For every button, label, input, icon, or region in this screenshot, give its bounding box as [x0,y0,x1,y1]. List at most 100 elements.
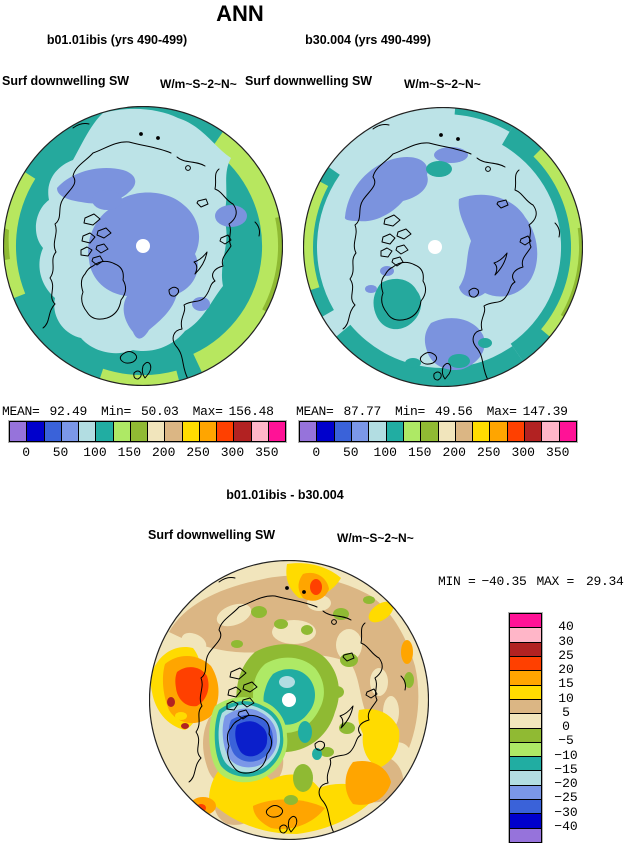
colorbar-tick-label: 150 [408,445,432,460]
colorbar-cell [78,422,96,441]
min-label: Min= [395,404,426,419]
colorbar-cell [112,422,130,441]
colorbar-diff [509,613,542,843]
min-label: Min= [101,404,132,419]
colorbar-diff-labels: 40 30 25 20 15 10 5 0 −5 −10 −15 −20 −25 −30 −40 [544,613,588,841]
colorbar-level-label: 5 [562,704,570,720]
colorbar-cell [129,422,147,441]
colorbar-tick-label: 50 [342,445,359,460]
colorbar-cell [510,698,541,714]
mean-value: 92.49 [49,404,88,419]
max-value: 147.39 [522,404,568,419]
colorbar-panel1 [9,421,286,442]
min-value: 49.56 [435,404,473,419]
colorbar-cell [472,422,490,441]
colorbar-cell [510,627,541,642]
colorbar-cell [181,422,199,441]
colorbar-level-label: −30 [554,804,578,820]
colorbar-tick-label: 200 [442,445,466,460]
colorbar-cell [216,422,234,441]
min-label: MIN = [438,574,476,589]
colorbar-cell [385,422,403,441]
colorbar-tick-label: 0 [22,445,31,460]
mean-label: MEAN= [2,404,40,419]
diff-title: b01.01ibis - b30.004 [226,488,344,502]
map-diff [149,560,429,840]
colorbar-cell [510,756,541,771]
max-label: Max= [192,404,223,419]
colorbar-panel2-ticks: 0 50 100 150 200 250 300 350 [299,445,575,460]
colorbar-level-label: −5 [558,733,574,749]
colorbar-cell [267,422,285,441]
colorbar-panel1-ticks: 0 50 100 150 200 250 300 350 [9,445,284,460]
colorbar-cell [510,670,541,685]
max-label: MAX = [536,574,575,589]
colorbar-cell [233,422,251,441]
colorbar-cell [454,422,473,441]
panel1-title: b01.01ibis (yrs 490-499) [46,33,188,47]
colorbar-cell [26,422,44,441]
panel2-field-label: Surf downwelling SW [245,74,373,88]
colorbar-cell [43,422,61,441]
colorbar-cell [510,813,541,828]
panel1-stats: MEAN= 92.49 Min= 50.03 Max= 156.48 [2,404,274,419]
colorbar-tick-label: 300 [220,445,245,460]
colorbar-cell [250,422,268,441]
colorbar-cell [350,422,369,441]
min-value: −40.35 [481,574,527,589]
colorbar-level-label: −40 [554,818,578,834]
colorbar-cell [510,713,541,728]
colorbar-level-label: 20 [558,662,574,677]
colorbar-cell [510,614,541,628]
colorbar-tick-label: 50 [52,445,69,460]
mean-label: MEAN= [296,404,334,419]
colorbar-cell [300,422,317,441]
max-label: Max= [486,404,517,419]
map3-fill [149,560,429,840]
colorbar-level-label: 10 [558,690,574,706]
colorbar-cell [147,422,165,441]
colorbar-level-label: 40 [558,619,574,635]
panel2-stats: MEAN= 87.77 Min= 49.56 Max= 147.39 [296,404,568,419]
colorbar-panel2 [299,421,577,442]
max-value: 156.48 [228,404,274,419]
diff-minmax: MIN = −40.35 MAX = 29.34 [438,574,624,589]
colorbar-cell [420,422,438,441]
colorbar-cell [510,727,541,742]
colorbar-cell [524,422,542,441]
mean-value: 87.77 [343,404,382,419]
map1-fill [3,106,283,386]
map-panel1 [3,106,283,386]
colorbar-tick-label: 250 [477,445,501,460]
colorbar-cell [333,422,351,441]
panel2-units-label: W/m~S~2~N~ [404,77,481,91]
map-panel2 [303,107,583,387]
panel1-units-label: W/m~S~2~N~ [160,77,237,91]
colorbar-cell [510,784,541,800]
map2-fill [303,107,583,387]
colorbar-cell [506,422,525,441]
colorbar-tick-label: 350 [546,445,570,460]
colorbar-tick-label: 250 [186,445,210,460]
colorbar-cell [437,422,455,441]
colorbar-tick-label: 350 [255,445,279,460]
colorbar-cell [164,422,182,441]
colorbar-cell [510,770,541,785]
colorbar-level-label: −15 [554,761,578,777]
colorbar-cell [510,827,541,842]
colorbar-tick-label: 0 [312,445,321,460]
colorbar-tick-label: 100 [373,445,397,460]
colorbar-cell [95,422,113,441]
colorbar-cell [198,422,216,441]
colorbar-cell [510,741,541,757]
colorbar-cell [541,422,559,441]
colorbar-level-label: −10 [554,747,578,763]
colorbar-cell [510,655,541,671]
colorbar-tick-label: 200 [151,445,176,460]
colorbar-cell [510,641,541,656]
colorbar-tick-label: 100 [83,445,107,460]
colorbar-cell [60,422,78,441]
colorbar-cell [10,422,27,441]
colorbar-level-label: 25 [558,647,574,663]
